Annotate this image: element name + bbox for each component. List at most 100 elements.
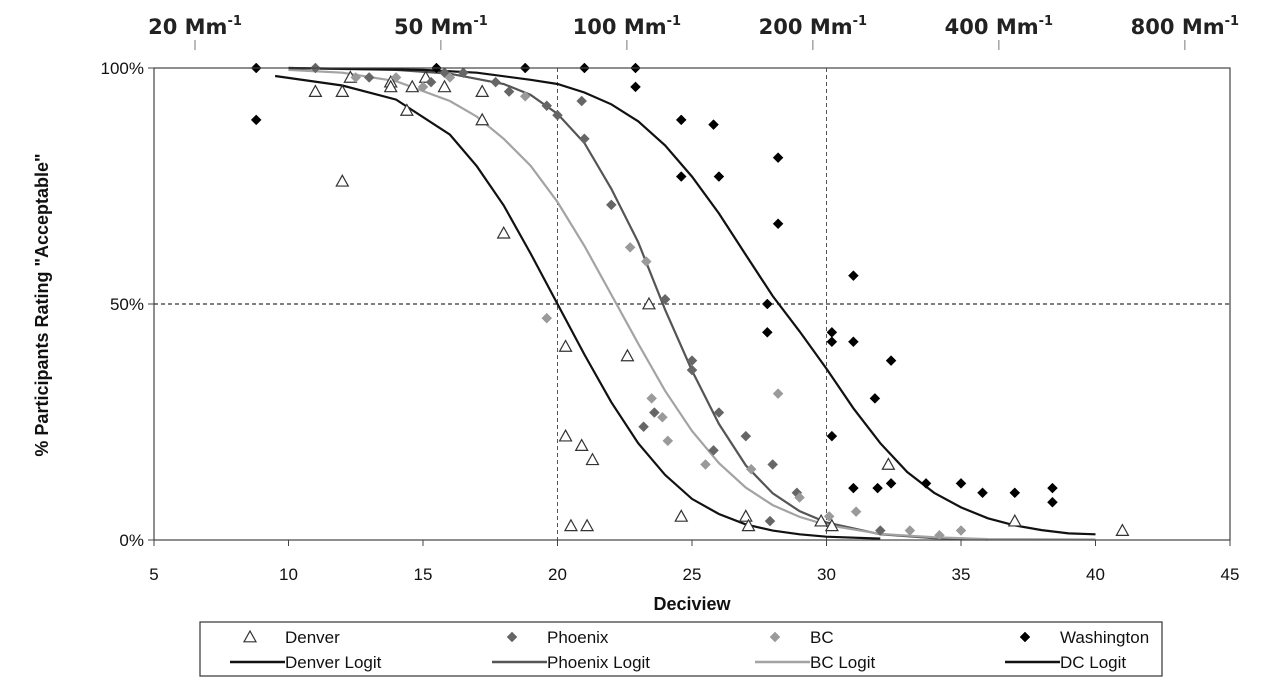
data-point-denver xyxy=(308,84,323,98)
data-point-washington xyxy=(848,482,859,494)
y-axis-title: % Participants Rating "Acceptable" xyxy=(32,153,52,456)
x-tick-label: 20 xyxy=(548,565,567,584)
data-point-denver xyxy=(814,513,829,527)
data-point-bc xyxy=(662,435,674,447)
data-point-washington xyxy=(977,487,988,499)
data-point-washington xyxy=(826,430,838,442)
data-point-phoenix xyxy=(541,100,553,112)
data-point-washington xyxy=(772,218,784,230)
data-point-phoenix xyxy=(713,407,725,418)
x-tick-label: 25 xyxy=(683,565,702,584)
top-axis-tick-label: 20 Mm-1 xyxy=(148,14,242,39)
legend-label: Denver xyxy=(285,628,340,647)
data-point-washington xyxy=(885,478,897,489)
data-point-washington xyxy=(955,478,967,489)
data-point-bc xyxy=(519,90,531,102)
y-tick-label: 100% xyxy=(101,59,144,78)
data-point-phoenix xyxy=(576,95,588,107)
data-point-bc xyxy=(444,72,456,83)
x-tick-label: 15 xyxy=(414,565,433,584)
data-point-denver xyxy=(585,452,600,466)
data-point-denver xyxy=(824,518,839,532)
data-point-phoenix xyxy=(874,525,886,536)
data-point-bc xyxy=(794,492,805,503)
data-point-bc xyxy=(640,256,652,267)
data-point-washington xyxy=(708,119,719,130)
data-point-denver xyxy=(1007,513,1022,527)
data-point-phoenix xyxy=(648,407,660,418)
data-point-phoenix xyxy=(363,72,375,83)
data-point-washington xyxy=(826,336,838,348)
data-point-phoenix xyxy=(740,430,752,442)
data-point-washington xyxy=(869,393,881,404)
data-point-denver xyxy=(335,84,350,98)
data-point-bc xyxy=(624,242,636,253)
data-point-bc xyxy=(700,459,711,470)
data-point-washington xyxy=(885,355,897,366)
data-point-bc xyxy=(541,312,553,324)
data-point-denver xyxy=(475,112,490,126)
data-point-phoenix xyxy=(605,199,617,211)
x-tick-label: 5 xyxy=(149,565,158,584)
data-point-phoenix xyxy=(686,364,698,376)
data-point-phoenix xyxy=(490,76,501,88)
data-point-denver xyxy=(620,348,635,362)
data-point-washington xyxy=(872,482,883,494)
legend-label: BC xyxy=(810,628,834,647)
data-point-washington xyxy=(713,171,725,182)
legend-label: Denver Logit xyxy=(285,653,382,672)
data-point-bc xyxy=(417,81,429,93)
data-point-denver xyxy=(741,518,756,532)
legend-label: Phoenix Logit xyxy=(547,653,650,672)
legend-box xyxy=(199,621,1163,677)
data-point-bc xyxy=(772,388,784,400)
x-tick-label: 10 xyxy=(279,565,298,584)
data-point-bc xyxy=(646,393,658,404)
data-point-washington xyxy=(1047,482,1058,494)
legend-marker xyxy=(1019,631,1031,643)
top-axis-tick-label: 400 Mm-1 xyxy=(945,14,1053,39)
legend-marker xyxy=(769,631,781,643)
data-point-denver xyxy=(475,84,490,98)
data-point-washington xyxy=(250,114,262,126)
data-point-bc xyxy=(390,72,402,83)
data-point-denver xyxy=(558,339,573,352)
data-point-denver xyxy=(496,225,511,239)
top-axis: 20 Mm-1 50 Mm-1 100 Mm-1 200 Mm-1 400 Mm-1 80… xyxy=(148,14,1239,50)
legend-marker xyxy=(506,631,518,643)
data-point-bc xyxy=(350,72,362,83)
data-point-denver xyxy=(574,438,589,451)
data-point-bc xyxy=(955,525,967,536)
x-tick-label: 40 xyxy=(1086,565,1105,584)
legend: Denver Phoenix BC Washington Denver Logit Pho… xyxy=(199,621,1163,677)
x-tick-label: 45 xyxy=(1221,565,1240,584)
data-point-denver xyxy=(335,174,350,187)
legend-label: DC Logit xyxy=(1060,653,1126,672)
top-axis-tick-label: 200 Mm-1 xyxy=(759,14,867,39)
data-point-washington xyxy=(630,81,641,93)
data-point-washington xyxy=(920,478,932,489)
data-point-phoenix xyxy=(638,421,649,433)
legend-label: Phoenix xyxy=(547,628,609,647)
data-point-bc xyxy=(823,511,835,522)
series-line-bc-logit xyxy=(288,68,1096,541)
data-point-washington xyxy=(826,326,838,338)
legend-label: BC Logit xyxy=(810,653,875,672)
data-point-phoenix xyxy=(457,67,469,79)
data-point-phoenix xyxy=(659,293,671,305)
data-point-denver xyxy=(563,518,578,532)
plot-area xyxy=(154,62,1230,541)
data-point-washington xyxy=(761,298,773,310)
data-point-washington xyxy=(772,152,784,164)
data-point-denver xyxy=(674,509,689,522)
data-point-bc xyxy=(657,411,668,423)
x-tick-label: 30 xyxy=(817,565,836,584)
series-line-phoenix-logit xyxy=(288,66,988,541)
y-tick-label: 0% xyxy=(119,531,144,550)
top-axis-tick-label: 800 Mm-1 xyxy=(1131,14,1239,39)
data-point-bc xyxy=(850,506,862,518)
data-point-denver xyxy=(399,103,414,116)
data-point-phoenix xyxy=(425,76,437,88)
data-point-denver xyxy=(1115,523,1130,536)
